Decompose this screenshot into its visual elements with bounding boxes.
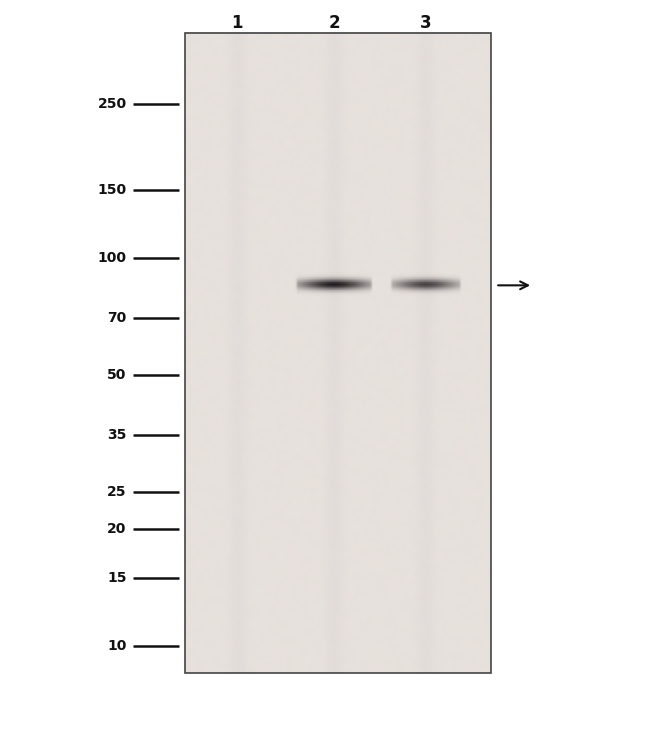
Text: 10: 10 (107, 639, 127, 653)
Text: 100: 100 (98, 251, 127, 265)
Text: 3: 3 (420, 15, 432, 32)
Bar (185, 33, 491, 673)
Text: 250: 250 (98, 97, 127, 111)
Text: 20: 20 (107, 522, 127, 537)
Text: 50: 50 (107, 367, 127, 382)
Text: 70: 70 (107, 311, 127, 325)
Text: 2: 2 (329, 15, 341, 32)
Text: 35: 35 (107, 428, 127, 442)
Text: 150: 150 (98, 182, 127, 197)
Text: 15: 15 (107, 571, 127, 585)
Text: 25: 25 (107, 485, 127, 498)
Text: 1: 1 (231, 15, 243, 32)
